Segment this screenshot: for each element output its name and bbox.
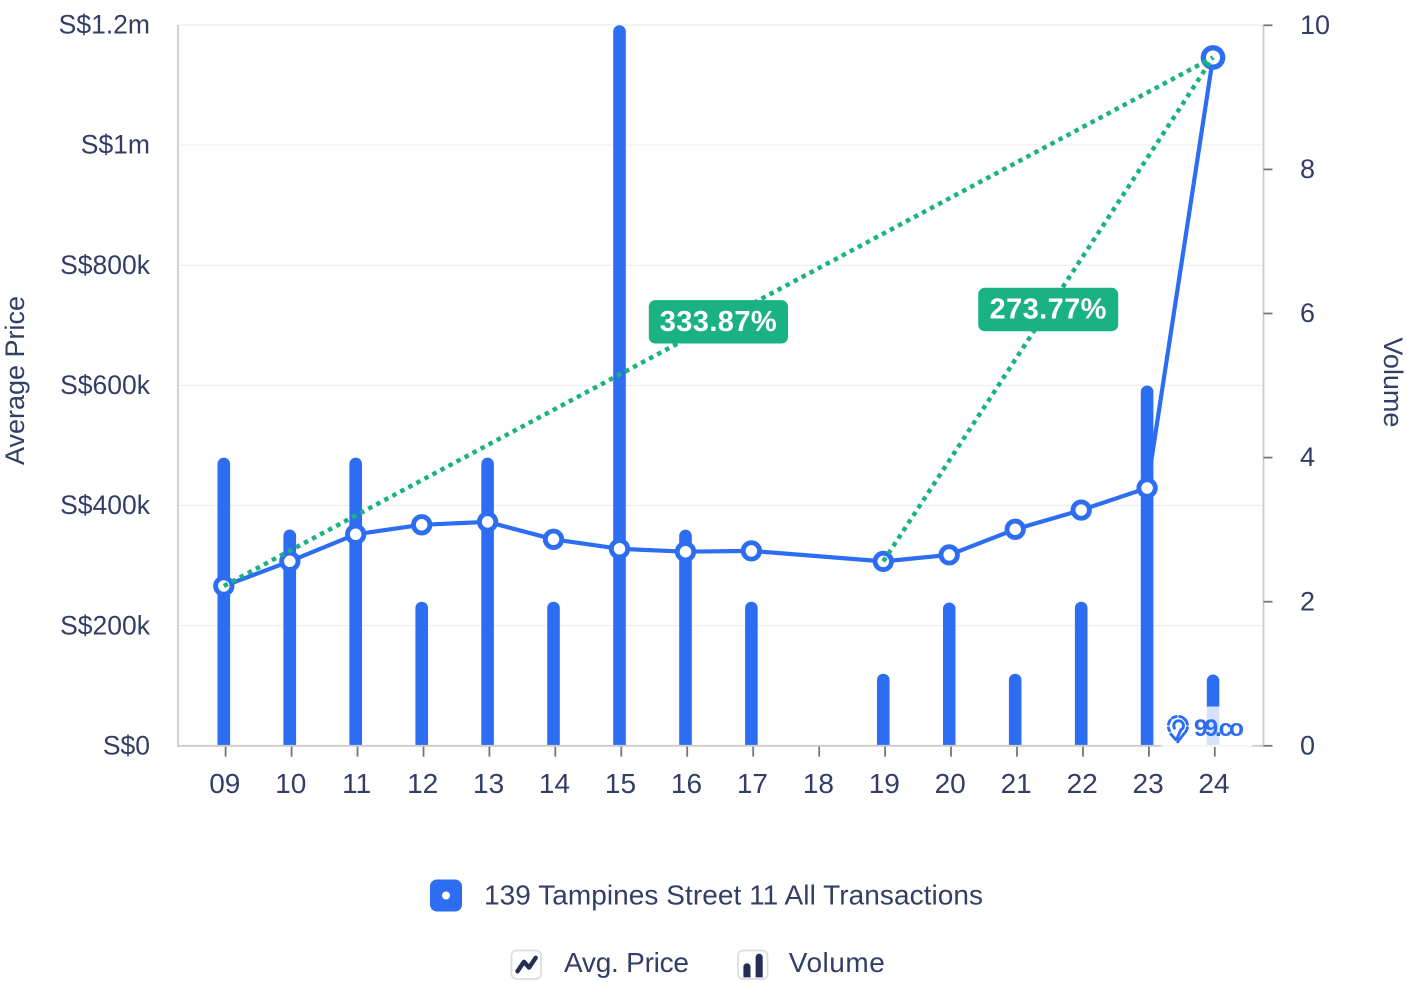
svg-text:139 Tampines Street 11 All Tra: 139 Tampines Street 11 All Transactions (484, 880, 983, 911)
svg-text:14: 14 (539, 768, 570, 799)
svg-text:21: 21 (1001, 768, 1032, 799)
svg-text:8: 8 (1300, 154, 1315, 184)
svg-text:15: 15 (605, 768, 636, 799)
svg-text:Volume: Volume (789, 947, 885, 978)
svg-text:6: 6 (1300, 298, 1315, 328)
svg-text:S$0: S$0 (103, 730, 150, 760)
svg-text:273.77%: 273.77% (990, 294, 1107, 326)
svg-text:13: 13 (473, 768, 504, 799)
svg-text:09: 09 (209, 768, 240, 799)
svg-text:10: 10 (275, 768, 306, 799)
svg-text:10: 10 (1300, 10, 1330, 40)
svg-text:0: 0 (1300, 730, 1315, 760)
svg-text:333.87%: 333.87% (660, 306, 777, 338)
svg-text:Volume: Volume (1378, 337, 1407, 427)
svg-text:22: 22 (1067, 768, 1098, 799)
svg-text:Average Price: Average Price (0, 296, 30, 465)
svg-text:12: 12 (407, 768, 438, 799)
svg-text:20: 20 (935, 768, 966, 799)
svg-text:S$1m: S$1m (81, 130, 150, 160)
svg-text:S$400k: S$400k (60, 490, 151, 520)
svg-text:19: 19 (869, 768, 900, 799)
svg-text:4: 4 (1300, 442, 1315, 472)
svg-text:S$1.2m: S$1.2m (59, 10, 150, 40)
svg-text:16: 16 (671, 768, 702, 799)
svg-text:2: 2 (1300, 586, 1315, 616)
svg-text:S$800k: S$800k (60, 250, 151, 280)
svg-text:S$200k: S$200k (60, 610, 151, 640)
svg-text:17: 17 (737, 768, 768, 799)
svg-text:23: 23 (1133, 768, 1164, 799)
svg-text:99.co: 99.co (1194, 715, 1244, 742)
svg-text:24: 24 (1198, 768, 1229, 799)
svg-text:18: 18 (803, 768, 834, 799)
svg-text:S$600k: S$600k (60, 370, 151, 400)
svg-text:Avg. Price: Avg. Price (564, 947, 689, 978)
svg-text:11: 11 (342, 768, 371, 799)
